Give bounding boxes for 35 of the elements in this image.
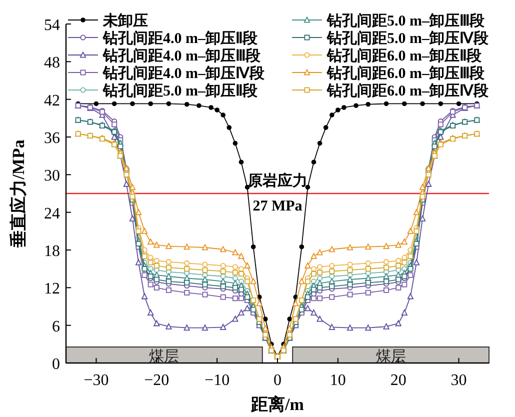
legend-label: 未卸压 (102, 12, 148, 30)
y-tick-label: 42 (44, 92, 60, 110)
y-tick-label: 36 (44, 130, 60, 147)
legend-label: 钻孔间距5.0 m–卸压Ⅲ段 (326, 12, 486, 30)
y-tick-label: 54 (44, 17, 60, 34)
x-tick-label: 20 (390, 372, 406, 389)
y-axis-title: 垂直应力/MPa (9, 139, 28, 248)
x-tick-label: −30 (84, 372, 109, 389)
y-tick-label: 30 (44, 168, 60, 185)
y-tick-label: 12 (44, 280, 60, 298)
ref-line-label: 原岩应力 (246, 172, 308, 190)
band-label: 煤层 (376, 348, 406, 365)
y-tick-label: 18 (44, 243, 60, 260)
x-tick-label: 0 (274, 372, 282, 389)
y-tick-label: 6 (52, 318, 60, 336)
y-tick-label: 0 (52, 356, 60, 373)
x-tick-label: −20 (144, 372, 170, 389)
legend-label: 钻孔间距4.0 m–卸压Ⅳ段 (102, 65, 266, 82)
legend-label: 钻孔间距6.0 m–卸压Ⅱ段 (326, 48, 482, 64)
x-tick-label: −10 (204, 372, 230, 389)
y-tick-label: 48 (44, 54, 60, 72)
legend-label: 钻孔间距4.0 m–卸压Ⅱ段 (102, 30, 258, 47)
legend-label: 钻孔间距6.0 m–卸压Ⅲ段 (326, 65, 486, 82)
band: 煤层 (292, 346, 490, 365)
annotation: 27 MPa (252, 198, 303, 214)
x-tick-label: 10 (330, 372, 346, 389)
y-tick-label: 24 (44, 205, 60, 222)
legend-label: 钻孔间距6.0 m–卸压Ⅳ段 (326, 82, 490, 100)
x-tick-label: 30 (450, 372, 467, 389)
legend-label: 钻孔间距4.0 m–卸压Ⅲ段 (102, 48, 262, 64)
band: 煤层 (66, 346, 263, 365)
legend-label: 钻孔间距5.0 m–卸压Ⅳ段 (326, 30, 490, 47)
x-axis-title: 距离/m (250, 395, 304, 414)
band-label: 煤层 (149, 348, 180, 365)
legend-label: 钻孔间距5.0 m–卸压Ⅱ段 (102, 82, 258, 100)
